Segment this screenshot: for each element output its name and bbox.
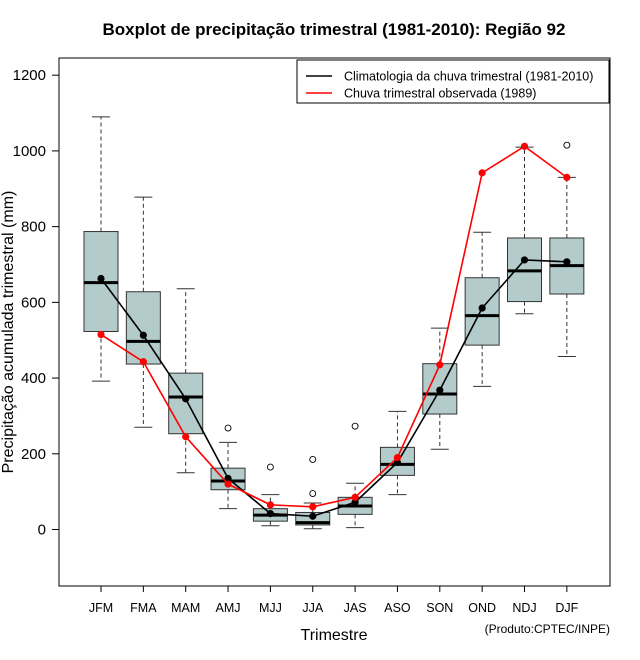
outlier-point	[351, 422, 359, 430]
legend: Climatologia da chuva trimestral (1981-2…	[296, 59, 610, 104]
box-aso	[379, 410, 415, 496]
y-tick-label: 200	[21, 446, 46, 463]
box-amj	[210, 424, 246, 510]
legend-observed-label: Chuva trimestral observada (1989)	[344, 87, 536, 101]
series-point	[182, 433, 190, 441]
x-category-label: SON	[426, 601, 453, 615]
outlier-point	[224, 424, 232, 432]
y-tick-label: 400	[21, 370, 46, 387]
x-category-label: JFM	[89, 601, 113, 615]
x-category-label: MAM	[171, 601, 200, 615]
box-djf	[549, 141, 585, 357]
series-point	[351, 498, 359, 506]
series-point	[224, 474, 232, 482]
x-category-label: NDJ	[512, 601, 536, 615]
y-tick-label: 800	[21, 219, 46, 236]
series-point	[309, 512, 317, 520]
series-line	[100, 259, 567, 518]
series-point	[309, 503, 317, 511]
product-caption: (Produto:CPTEC/INPE)	[485, 622, 610, 636]
series-point	[351, 493, 359, 501]
x-category-label: JAS	[344, 601, 367, 615]
series-lines	[97, 142, 571, 520]
boxes	[83, 116, 585, 530]
series-point	[97, 274, 105, 283]
series-point	[266, 509, 274, 518]
series-point	[520, 256, 529, 264]
legend-box	[296, 59, 610, 104]
legend-climatology-label: Climatologia da chuva trimestral (1981-2…	[344, 70, 593, 84]
outlier-point	[266, 463, 274, 471]
box-ndj	[507, 146, 542, 315]
series-point	[563, 258, 571, 266]
x-category-label: AMJ	[216, 601, 241, 615]
series-point	[436, 386, 444, 394]
x-category-label: OND	[468, 601, 496, 615]
series-point	[393, 453, 402, 462]
chart-title: Boxplot de precipitação trimestral (1981…	[103, 20, 566, 39]
y-tick-label: 600	[21, 294, 46, 311]
x-category-label: MJJ	[259, 601, 282, 615]
series-point	[224, 480, 232, 488]
series-point	[97, 330, 105, 339]
observed-series	[97, 142, 571, 511]
x-category-label: FMA	[130, 601, 157, 615]
series-point	[478, 304, 486, 312]
y-axis-title: Precipitação acumulada trimestral (mm)	[0, 191, 17, 474]
x-category-label: DJF	[555, 601, 578, 615]
climatology-series	[97, 256, 571, 520]
outlier-point	[309, 456, 317, 463]
series-point	[436, 361, 444, 369]
iqr-box	[464, 277, 500, 346]
x-axis-title: Trimestre	[301, 627, 368, 644]
series-point	[520, 142, 529, 150]
x-category-label: ASO	[384, 601, 411, 615]
box-fma	[125, 196, 161, 428]
series-point	[182, 395, 190, 403]
series-point	[139, 331, 147, 339]
series-point	[139, 358, 147, 366]
outlier-point	[563, 141, 571, 149]
y-axis: 0 200 400 600 800 1000 1200	[13, 67, 59, 539]
y-tick-label: 1000	[13, 143, 46, 160]
plot-frame	[58, 57, 611, 587]
x-axis: JFM FMA MAM AMJ MJJ JJA JAS ASO SON OND NDJ DJF	[89, 586, 579, 615]
y-tick-label: 0	[38, 522, 46, 539]
series-point	[393, 458, 402, 467]
series-line	[100, 145, 568, 508]
series-point	[266, 501, 274, 509]
outlier-point	[309, 490, 317, 497]
box-jas	[337, 422, 373, 529]
series-point	[563, 173, 571, 182]
box-ond	[464, 231, 500, 387]
y-tick-label: 1200	[13, 67, 46, 84]
x-category-label: JJA	[302, 601, 324, 615]
series-point	[478, 169, 486, 177]
